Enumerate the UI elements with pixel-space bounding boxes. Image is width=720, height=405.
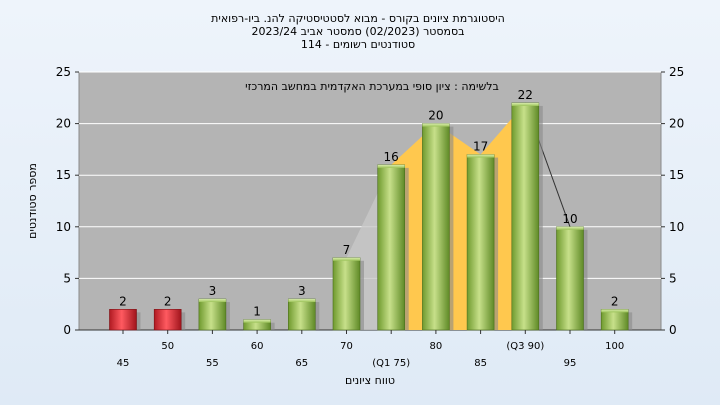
x-axis-title: טווח ציונים	[345, 374, 395, 387]
bar-value-label: 22	[518, 88, 533, 102]
bar-45	[109, 309, 137, 331]
bar-top	[288, 299, 316, 303]
y-axis-left-ticks: 0 5 10 15 20 25	[56, 65, 79, 337]
y-tick-label-right: 25	[669, 65, 684, 79]
y-tick-label-left: 10	[56, 220, 71, 234]
x-tick-label: 50	[161, 341, 174, 352]
y-tick-label-left: 5	[63, 271, 71, 285]
x-axis-ticks: 45 50 55 60 65 70 (Q1 75) 80 85 (Q3 90) 95 100	[117, 330, 624, 369]
bar-(Q1 75)	[377, 164, 406, 331]
chart-annotation: בלשימה : ציון סופי במערכת האקדמית במחשב …	[245, 80, 499, 93]
bar-value-label: 2	[119, 294, 127, 308]
bar-top	[377, 164, 405, 168]
bar-top	[511, 102, 539, 106]
y-tick-label-right: 0	[669, 323, 677, 337]
x-tick-label: 45	[117, 358, 130, 369]
bar-95	[556, 226, 584, 331]
bar-value-label: 3	[209, 284, 217, 298]
y-axis-right-ticks: 0 5 10 15 20 25	[661, 65, 684, 337]
y-tick-label-right: 5	[669, 271, 677, 285]
bar-top	[556, 226, 584, 230]
bar-100	[600, 309, 629, 331]
bars	[109, 102, 633, 331]
x-tick-label: 80	[430, 341, 443, 352]
bar-65	[287, 298, 316, 331]
chart-title-line-3: סטודנטים רשומים - 114	[301, 38, 415, 51]
x-tick-label: 65	[295, 358, 308, 369]
y-tick-label-right: 20	[669, 117, 684, 131]
y-tick-label-left: 0	[63, 323, 71, 337]
bar-50	[153, 309, 182, 331]
y-tick-label-left: 15	[56, 168, 71, 182]
bar-value-label: 7	[343, 243, 351, 257]
bar-value-label: 2	[611, 294, 619, 308]
bar-55	[198, 298, 227, 331]
chart-title-line-2: בסמסטר (02/2023) סמסטר אביב 2023/24	[251, 25, 464, 38]
bar-70	[332, 257, 361, 331]
y-tick-label-left: 25	[56, 65, 71, 79]
y-axis-title: מספר סטודנטים	[26, 163, 39, 239]
x-tick-label: 85	[474, 358, 487, 369]
x-tick-label: 60	[251, 341, 264, 352]
x-tick-label: 100	[605, 341, 624, 352]
bar-top	[467, 154, 495, 158]
x-tick-label: 55	[206, 358, 219, 369]
x-tick-label: 70	[340, 341, 353, 352]
x-tick-label: (Q1 75)	[372, 358, 410, 369]
bar-top	[243, 319, 271, 323]
bar-value-label: 17	[473, 140, 488, 154]
x-tick-label: (Q3 90)	[506, 341, 544, 352]
bar-top	[333, 257, 360, 261]
y-tick-label-right: 15	[669, 168, 684, 182]
bar-value-label: 3	[298, 284, 306, 298]
y-tick-label-right: 10	[669, 220, 684, 234]
bar-85	[466, 154, 495, 331]
x-tick-label: 95	[564, 358, 577, 369]
bar-top	[198, 299, 226, 303]
bar-value-label: 16	[384, 150, 399, 164]
y-tick-label-left: 20	[56, 117, 71, 131]
bar-(Q3 90)	[511, 102, 540, 331]
bar-top	[422, 123, 450, 127]
bar-value-label: 10	[562, 212, 577, 226]
bar-value-label: 2	[164, 294, 172, 308]
chart-title-line-1: היסטוגרמת ציונים בקורס - מבוא לסטטיסטיקה…	[211, 12, 505, 25]
bar-value-label: 1	[253, 305, 261, 319]
bar-80	[422, 123, 450, 331]
bar-value-label: 20	[428, 109, 443, 123]
bar-top	[601, 309, 629, 313]
